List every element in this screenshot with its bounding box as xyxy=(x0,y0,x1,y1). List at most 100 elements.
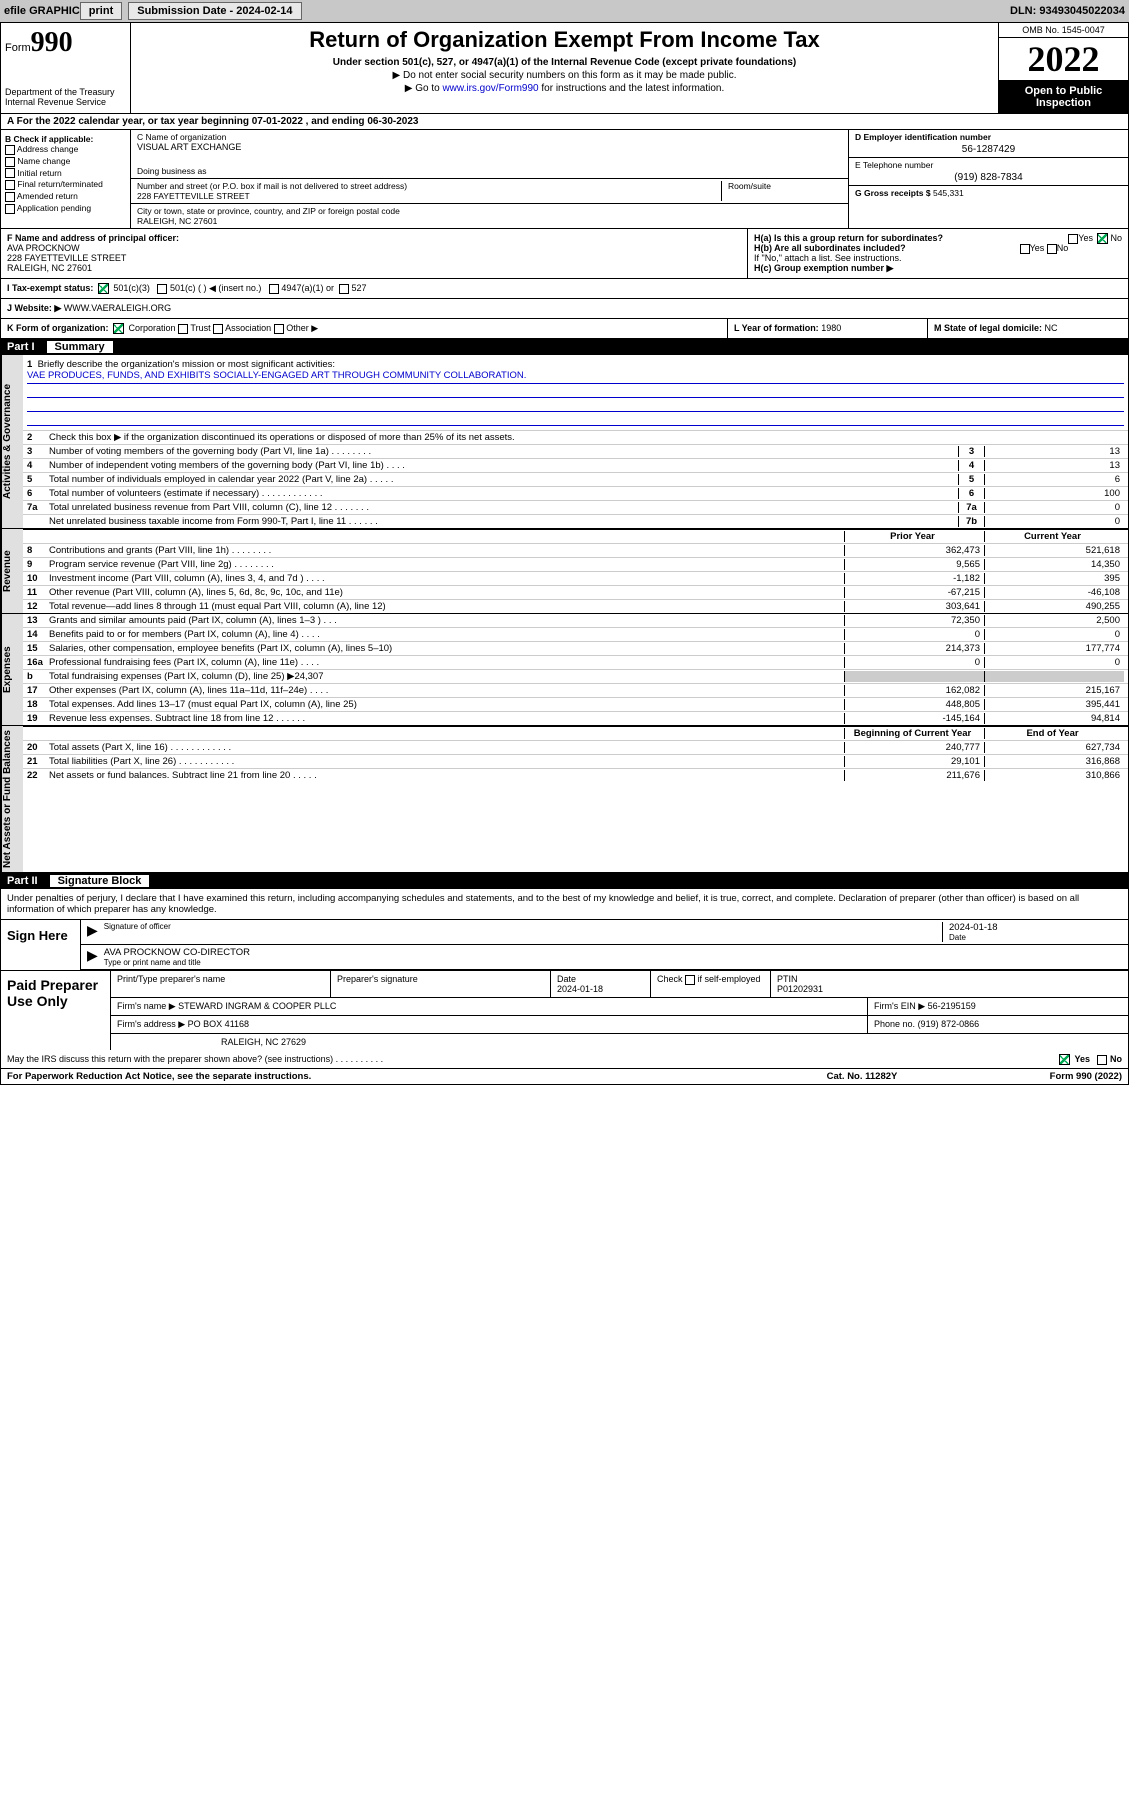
i-501c-check[interactable] xyxy=(157,284,167,294)
ha-no-check[interactable] xyxy=(1097,233,1108,244)
prep-addr-row: Firm's address ▶ PO BOX 41168 Phone no. … xyxy=(111,1016,1128,1034)
prep-h2: Preparer's signature xyxy=(331,971,551,997)
sig-officer-line: ▶ Signature of officer 2024-01-18Date xyxy=(81,920,1128,945)
sig-officer-lbl: Signature of officer xyxy=(104,922,942,931)
top-bar: efile GRAPHIC print Submission Date - 20… xyxy=(0,0,1129,22)
prep-header-row: Print/Type preparer's name Preparer's si… xyxy=(111,971,1128,998)
k-trust-check[interactable] xyxy=(178,324,188,334)
print-button[interactable]: print xyxy=(80,2,122,20)
tax-year: 2022 xyxy=(999,38,1128,81)
part2-header: Part II Signature Block xyxy=(1,873,1128,889)
dln: DLN: 93493045022034 xyxy=(1010,5,1125,17)
r8py: 362,473 xyxy=(844,545,984,556)
preparer-table: Paid Preparer Use Only Print/Type prepar… xyxy=(1,970,1128,1050)
chk-address[interactable]: Address change xyxy=(5,144,126,155)
city-box: City or town, state or province, country… xyxy=(131,204,848,228)
firm-addr2: RALEIGH, NC 27629 xyxy=(111,1034,1128,1050)
m-label: M State of legal domicile: xyxy=(934,323,1042,333)
ha-line: H(a) Is this a group return for subordin… xyxy=(754,233,1122,243)
chk-amended[interactable]: Amended return xyxy=(5,191,126,202)
firm-addr1: PO BOX 41168 xyxy=(188,1019,249,1029)
ha-label: H(a) Is this a group return for subordin… xyxy=(754,233,943,243)
chk-name[interactable]: Name change xyxy=(5,156,126,167)
k-other-check[interactable] xyxy=(274,324,284,334)
prep-date: 2024-01-18 xyxy=(557,984,603,994)
dba-label: Doing business as xyxy=(137,166,842,176)
l6: Total number of volunteers (estimate if … xyxy=(49,488,958,499)
r11py: -67,215 xyxy=(844,587,984,598)
dept-label: Department of the Treasury xyxy=(5,87,126,97)
i-527-check[interactable] xyxy=(339,284,349,294)
l14: Benefits paid to or for members (Part IX… xyxy=(49,629,844,640)
hb-yes[interactable]: Yes xyxy=(1030,243,1045,253)
r12cy: 490,255 xyxy=(984,601,1124,612)
firm-ein-lbl: Firm's EIN ▶ xyxy=(874,1001,925,1011)
l10: Investment income (Part VIII, column (A)… xyxy=(49,573,844,584)
chk-final[interactable]: Final return/terminated xyxy=(5,179,126,190)
r9cy: 14,350 xyxy=(984,559,1124,570)
v6: 100 xyxy=(984,488,1124,499)
signature-block: Under penalties of perjury, I declare th… xyxy=(1,889,1128,1068)
k-corp-check[interactable] xyxy=(113,323,124,334)
website-val[interactable]: WWW.VAERALEIGH.ORG xyxy=(64,303,171,313)
l20: Total assets (Part X, line 16) . . . . .… xyxy=(49,742,844,753)
mission-text: VAE PRODUCES, FUNDS, AND EXHIBITS SOCIAL… xyxy=(27,370,1124,384)
hb-note: If "No," attach a list. See instructions… xyxy=(754,253,1122,263)
l18: Total expenses. Add lines 13–17 (must eq… xyxy=(49,699,844,710)
chk-pending[interactable]: Application pending xyxy=(5,203,126,214)
irs-link[interactable]: www.irs.gov/Form990 xyxy=(442,83,538,94)
prep-addr2-row: RALEIGH, NC 27629 xyxy=(111,1034,1128,1050)
room-label: Room/suite xyxy=(722,181,842,201)
l15: Salaries, other compensation, employee b… xyxy=(49,643,844,654)
prep-ptin: P01202931 xyxy=(777,984,823,994)
r18py: 448,805 xyxy=(844,699,984,710)
m-box: M State of legal domicile: NC xyxy=(928,319,1128,338)
col-h: H(a) Is this a group return for subordin… xyxy=(748,229,1128,278)
r21cy: 316,868 xyxy=(984,756,1124,767)
form-ref: Form 990 (2022) xyxy=(962,1071,1122,1082)
i-501c: 501(c) ( ) ◀ (insert no.) xyxy=(170,283,261,293)
prep-h1: Print/Type preparer's name xyxy=(111,971,331,997)
r22cy: 310,866 xyxy=(984,770,1124,781)
part2-num: Part II xyxy=(7,875,38,887)
discuss-no: No xyxy=(1110,1054,1122,1064)
firm-phone: (919) 872-0866 xyxy=(918,1019,980,1029)
chk-final-lbl: Final return/terminated xyxy=(17,179,103,189)
i-4947-check[interactable] xyxy=(269,284,279,294)
i-label: I Tax-exempt status: xyxy=(7,283,93,293)
sig-date-val: 2024-01-18 xyxy=(949,922,1122,933)
section-fh: F Name and address of principal officer:… xyxy=(1,229,1128,279)
irs-label: Internal Revenue Service xyxy=(5,97,126,107)
line-i: I Tax-exempt status: 501(c)(3) 501(c) ( … xyxy=(1,279,1128,299)
r16bcy xyxy=(984,671,1124,682)
cat-no: Cat. No. 11282Y xyxy=(762,1071,962,1082)
i-501c3-check[interactable] xyxy=(98,283,109,294)
chk-address-lbl: Address change xyxy=(17,144,78,154)
i-527: 527 xyxy=(351,283,366,293)
submission-date: Submission Date - 2024-02-14 xyxy=(128,2,301,20)
r16acy: 0 xyxy=(984,657,1124,668)
mission-line2 xyxy=(27,384,1124,398)
paid-prep-label: Paid Preparer Use Only xyxy=(1,971,111,1050)
l17: Other expenses (Part IX, column (A), lin… xyxy=(49,685,844,696)
r11cy: -46,108 xyxy=(984,587,1124,598)
k-assoc: Association xyxy=(225,323,271,333)
l2: Check this box ▶ if the organization dis… xyxy=(49,432,1124,443)
discuss-yes-check[interactable] xyxy=(1059,1054,1070,1065)
form-word: Form xyxy=(5,42,31,54)
col-f: F Name and address of principal officer:… xyxy=(1,229,748,278)
part1-sub: Summary xyxy=(47,341,113,353)
r14py: 0 xyxy=(844,629,984,640)
chk-initial[interactable]: Initial return xyxy=(5,168,126,179)
page: Form990 Department of the Treasury Inter… xyxy=(0,22,1129,1085)
ha-yes[interactable]: Yes xyxy=(1078,233,1093,243)
part2-sub: Signature Block xyxy=(50,875,150,887)
discuss-no-check[interactable] xyxy=(1097,1055,1107,1065)
hdr-cy: Current Year xyxy=(984,531,1124,542)
hb-no[interactable]: No xyxy=(1057,243,1069,253)
hdr-bcy: Beginning of Current Year xyxy=(844,728,984,739)
c-name-label: C Name of organization xyxy=(137,132,842,142)
v7b: 0 xyxy=(984,516,1124,527)
r22py: 211,676 xyxy=(844,770,984,781)
k-assoc-check[interactable] xyxy=(213,324,223,334)
